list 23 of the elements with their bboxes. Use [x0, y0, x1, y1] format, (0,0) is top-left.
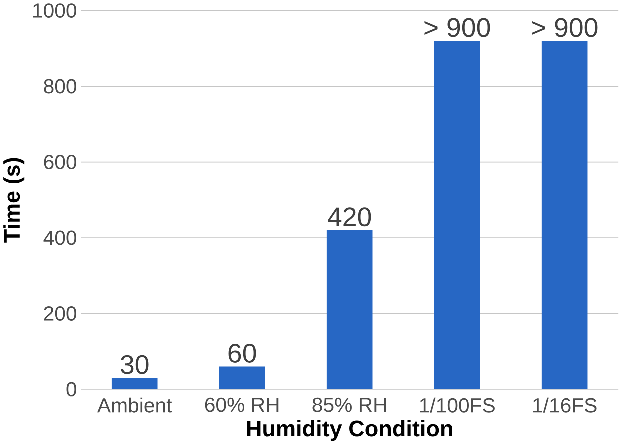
data-label: 420 [328, 208, 372, 227]
y-tick-label: 400 [44, 230, 77, 246]
bar [542, 41, 588, 390]
data-label: > 900 [532, 18, 598, 38]
bar [219, 366, 266, 390]
x-tick-label: 85% RH [312, 398, 386, 412]
bar [434, 41, 480, 390]
bar [326, 230, 373, 390]
x-tick-label: 1/100FS [420, 398, 495, 413]
data-label: 60 [228, 344, 256, 364]
x-tick-label: 1/16FS [534, 398, 597, 413]
y-tick-label: 600 [44, 155, 77, 170]
y-tick-label: 0 [66, 382, 77, 397]
x-tick-label: Ambient [97, 398, 172, 413]
x-axis-title: Humidity Condition [247, 420, 452, 442]
y-tick-label: 800 [44, 79, 77, 94]
y-tick-label: 1000 [34, 4, 77, 18]
y-tick-label: 200 [44, 306, 77, 322]
bar [112, 378, 158, 390]
y-axis-title: Time (s) [4, 158, 25, 243]
data-label: 30 [120, 355, 149, 374]
data-label: > 900 [424, 18, 490, 38]
x-tick-label: 60% RH [205, 398, 279, 412]
